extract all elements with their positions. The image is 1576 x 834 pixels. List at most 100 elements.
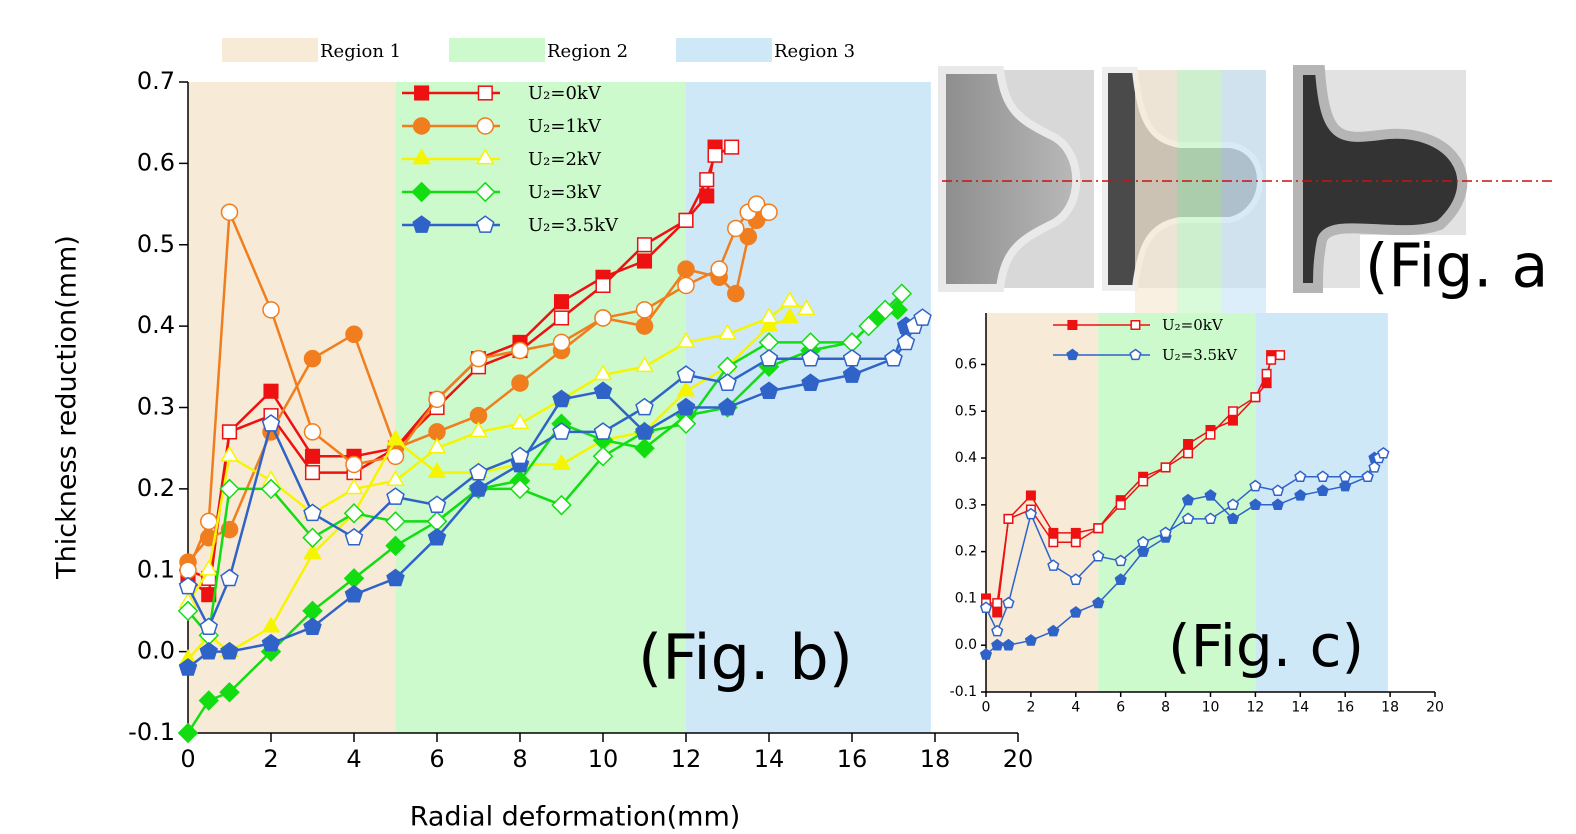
marker [979, 601, 993, 613]
legend-marker [1067, 320, 1078, 330]
marker [635, 356, 654, 373]
marker [842, 348, 862, 367]
marker [261, 633, 281, 652]
marker [727, 219, 745, 238]
y-tick-label: 0.4 [137, 311, 175, 339]
marker [552, 422, 571, 440]
x-tick-label: 2 [1026, 700, 1035, 716]
marker [1024, 634, 1037, 646]
marker [386, 470, 405, 487]
marker [427, 437, 447, 454]
y-tick-label: -0.1 [128, 718, 175, 746]
x-tick-label: 20 [1426, 700, 1444, 716]
marker [552, 453, 571, 470]
marker [303, 423, 322, 441]
marker [991, 624, 1004, 637]
marker [699, 172, 715, 188]
marker [874, 299, 896, 321]
y-tick-label: 0.1 [955, 590, 977, 606]
legend-marker [475, 181, 496, 203]
marker [1339, 470, 1352, 482]
x-tick-label: 16 [837, 745, 868, 773]
chart: -0.1 0.0 0.1 0.2 0.3 0.4 0.5 0.6 0 2 4 6 8 10 12 14 16 18… [950, 313, 1444, 716]
marker [509, 478, 531, 500]
x-tick-label: 6 [429, 745, 444, 773]
marker [469, 421, 488, 438]
marker [634, 437, 655, 459]
marker [551, 494, 572, 516]
marker [1377, 446, 1390, 459]
marker [727, 284, 745, 303]
marker [913, 308, 932, 326]
marker [221, 424, 238, 440]
marker [1249, 498, 1262, 511]
marker [593, 381, 613, 400]
marker [1250, 392, 1261, 403]
x-tick-label: 6 [1116, 700, 1125, 716]
legend-marker [414, 85, 430, 101]
marker [1227, 406, 1238, 417]
marker [1361, 470, 1374, 482]
marker [1261, 368, 1272, 379]
marker [302, 527, 323, 548]
marker [1047, 624, 1060, 637]
marker [344, 478, 364, 495]
marker [303, 503, 322, 522]
x-tick-label: 2 [263, 745, 278, 773]
x-tick-label: 12 [671, 745, 702, 773]
legend-label: U₂=1kV [528, 116, 602, 137]
y-tick-label: -0.1 [950, 684, 977, 700]
marker [198, 690, 219, 711]
marker [718, 397, 737, 416]
y-tick-label: 0.6 [955, 356, 977, 372]
marker [1316, 470, 1329, 482]
marker [553, 294, 570, 310]
marker [759, 348, 779, 367]
marker [220, 203, 239, 221]
legend-marker [412, 117, 431, 135]
marker [676, 365, 696, 383]
marker [677, 276, 695, 295]
marker [385, 511, 406, 532]
marker [177, 722, 199, 744]
marker [979, 648, 993, 660]
marker [594, 309, 612, 327]
marker [345, 455, 363, 474]
marker [1205, 429, 1216, 440]
marker [595, 277, 611, 293]
marker [1249, 479, 1262, 492]
marker [1226, 512, 1240, 525]
marker [1138, 476, 1149, 487]
marker [676, 331, 696, 348]
marker [707, 147, 723, 163]
legend-marker [412, 148, 431, 165]
marker [1070, 537, 1081, 548]
marker [1159, 526, 1172, 539]
marker [469, 349, 488, 368]
marker [635, 317, 654, 335]
marker [220, 568, 239, 587]
marker [780, 290, 799, 308]
photo-2-region-3 [1221, 70, 1266, 316]
y-tick-label: 0.5 [955, 403, 977, 419]
marker [1204, 512, 1217, 525]
marker [593, 364, 613, 381]
region-legend-label: Region 2 [547, 41, 628, 62]
legend-label: U₂=3.5kV [1162, 346, 1238, 364]
legend-marker [411, 181, 432, 203]
marker [304, 465, 321, 481]
legend-marker [1129, 348, 1142, 361]
marker [1294, 489, 1307, 501]
x-tick-label: 10 [1202, 700, 1220, 716]
marker [385, 535, 406, 557]
marker [263, 383, 279, 399]
marker [1070, 527, 1081, 538]
x-axis-title: Radial deformation(mm) [410, 802, 741, 833]
marker [1204, 489, 1217, 501]
x-tick-label: 4 [1071, 700, 1080, 716]
marker [1069, 573, 1082, 585]
series-line [186, 300, 807, 604]
region [188, 82, 396, 733]
